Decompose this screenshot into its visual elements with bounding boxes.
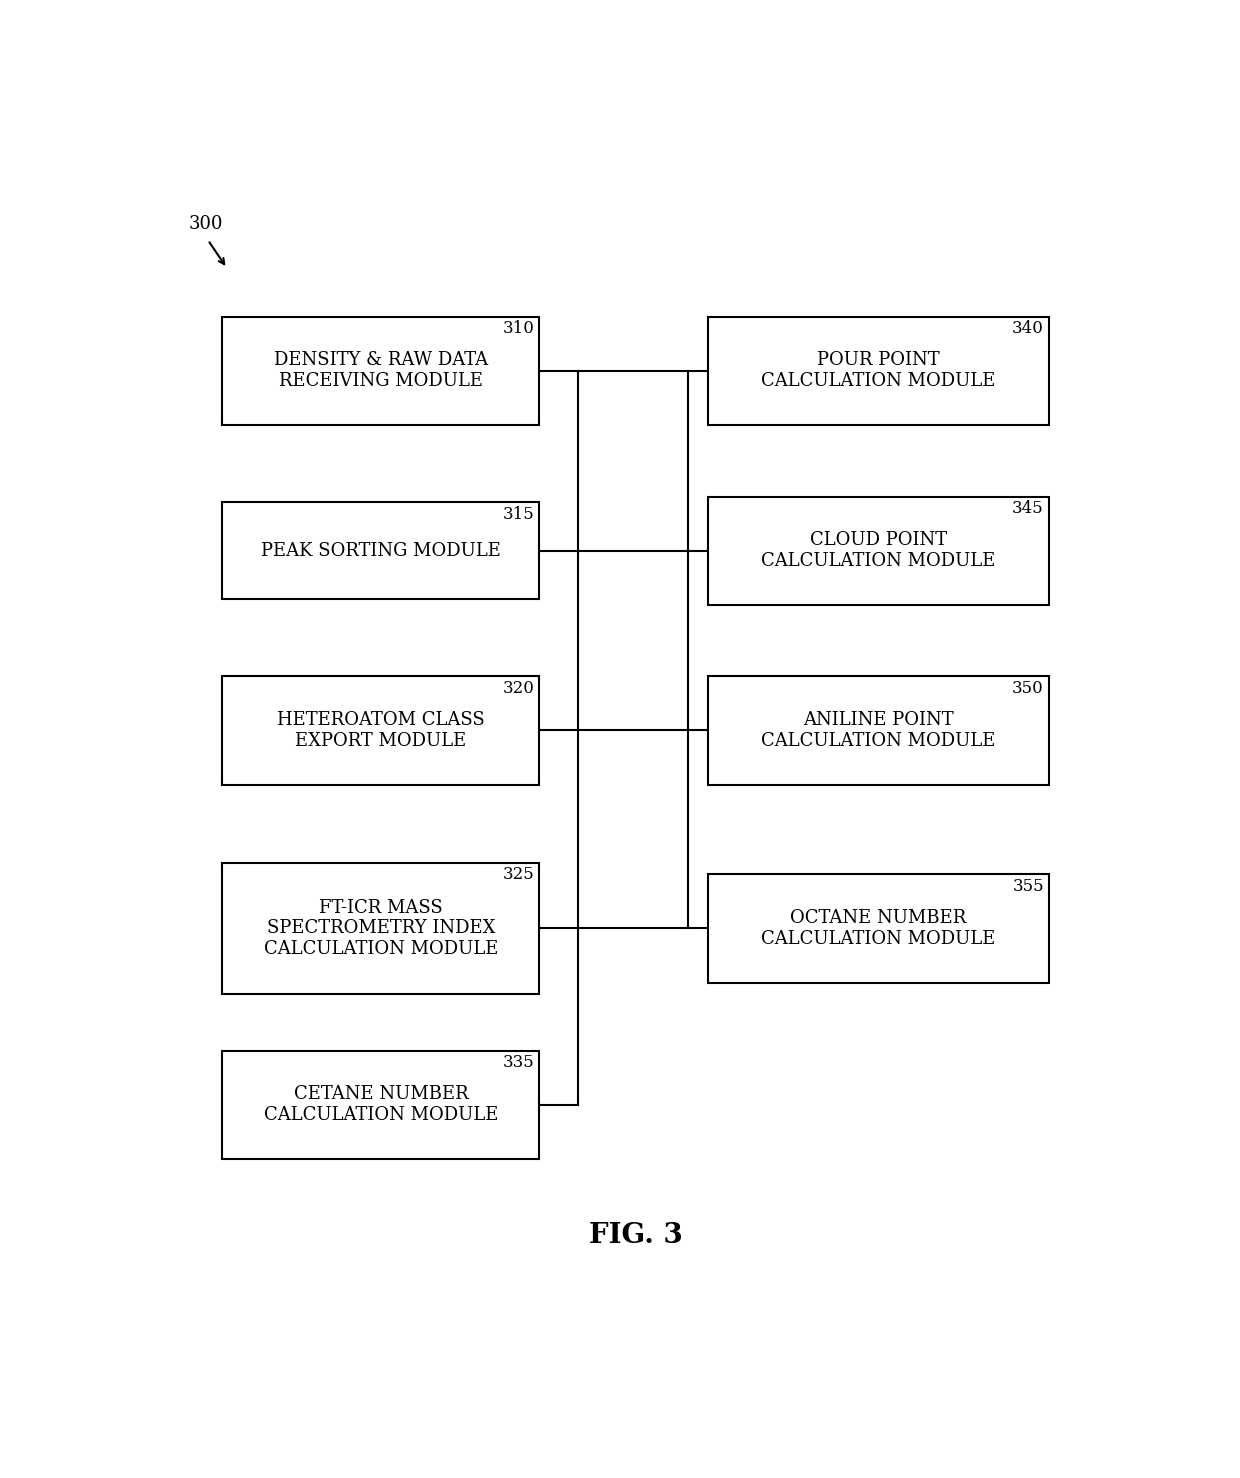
Text: CETANE NUMBER
CALCULATION MODULE: CETANE NUMBER CALCULATION MODULE [264,1085,498,1125]
Text: FIG. 3: FIG. 3 [589,1222,682,1249]
Text: 310: 310 [502,321,534,337]
Text: FT-ICR MASS
SPECTROMETRY INDEX
CALCULATION MODULE: FT-ICR MASS SPECTROMETRY INDEX CALCULATI… [264,899,498,958]
FancyBboxPatch shape [222,503,539,599]
Text: PEAK SORTING MODULE: PEAK SORTING MODULE [260,541,501,560]
FancyBboxPatch shape [708,497,1049,605]
Text: 340: 340 [1012,321,1044,337]
Text: CLOUD POINT
CALCULATION MODULE: CLOUD POINT CALCULATION MODULE [761,531,996,571]
FancyBboxPatch shape [222,677,539,785]
Text: OCTANE NUMBER
CALCULATION MODULE: OCTANE NUMBER CALCULATION MODULE [761,909,996,947]
FancyBboxPatch shape [222,863,539,993]
FancyBboxPatch shape [708,316,1049,424]
FancyBboxPatch shape [222,1051,539,1159]
Text: 350: 350 [1012,680,1044,696]
Text: 300: 300 [188,214,223,232]
Text: 325: 325 [503,866,534,884]
Text: 345: 345 [1012,500,1044,517]
FancyBboxPatch shape [708,677,1049,785]
Text: HETEROATOM CLASS
EXPORT MODULE: HETEROATOM CLASS EXPORT MODULE [277,711,485,749]
FancyBboxPatch shape [222,316,539,424]
Text: 315: 315 [503,505,534,523]
Text: 320: 320 [502,680,534,696]
Text: DENSITY & RAW DATA
RECEIVING MODULE: DENSITY & RAW DATA RECEIVING MODULE [274,352,487,390]
Text: 355: 355 [1012,878,1044,894]
FancyBboxPatch shape [708,875,1049,983]
Text: 335: 335 [503,1054,534,1072]
Text: POUR POINT
CALCULATION MODULE: POUR POINT CALCULATION MODULE [761,352,996,390]
Text: ANILINE POINT
CALCULATION MODULE: ANILINE POINT CALCULATION MODULE [761,711,996,749]
